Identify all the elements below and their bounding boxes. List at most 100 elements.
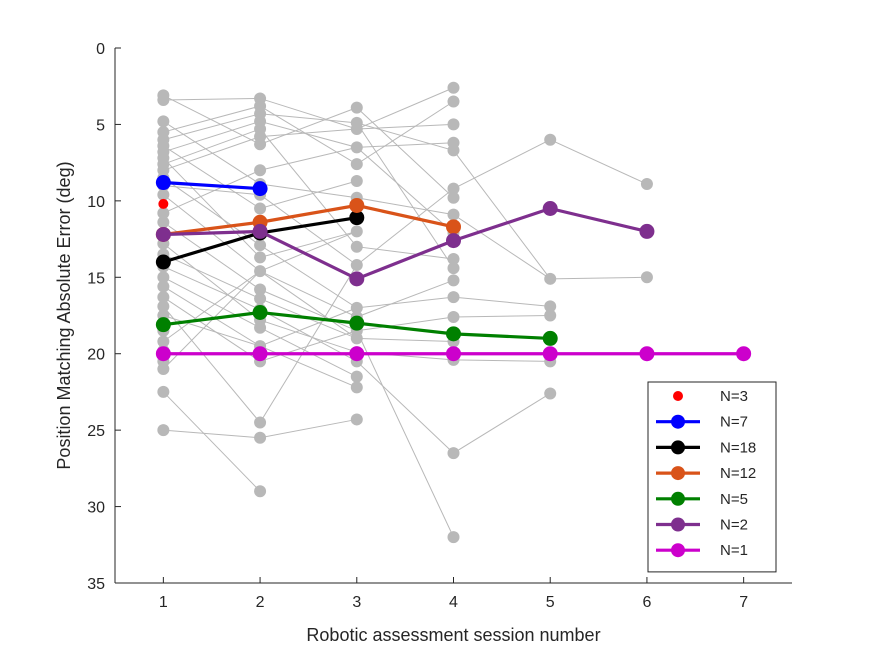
background-point bbox=[157, 207, 170, 220]
legend-swatch-marker bbox=[671, 440, 685, 455]
legend-item: N=2 bbox=[656, 517, 748, 534]
legend-item: N=7 bbox=[656, 414, 748, 431]
background-point bbox=[254, 265, 267, 278]
axes-layer: 1 2 3 4 5 6 7 0 5 10 15 20 25 30 35 Robotic assessmen… bbox=[54, 41, 792, 645]
legend-label: N=2 bbox=[720, 517, 748, 534]
background-point bbox=[544, 309, 557, 322]
background-line bbox=[163, 120, 454, 234]
x-axis-label: Robotic assessment session number bbox=[306, 625, 600, 645]
background-point bbox=[254, 283, 267, 296]
legend-swatch-marker bbox=[671, 414, 685, 429]
background-point bbox=[544, 300, 557, 313]
series-point bbox=[446, 346, 461, 362]
background-point bbox=[447, 182, 460, 195]
x-tick-label: 6 bbox=[642, 594, 651, 611]
background-point bbox=[254, 164, 267, 177]
background-point bbox=[350, 174, 363, 187]
legend-label: N=7 bbox=[720, 414, 748, 431]
background-point bbox=[254, 202, 267, 215]
y-tick-label: 10 bbox=[87, 194, 105, 211]
background-point bbox=[350, 413, 363, 426]
series-line bbox=[163, 203, 454, 237]
legend-label: N=18 bbox=[720, 439, 756, 456]
background-point bbox=[157, 385, 170, 398]
background-point bbox=[350, 301, 363, 314]
legend-label: N=12 bbox=[720, 465, 756, 482]
legend-item: N=3 bbox=[673, 388, 748, 405]
background-point bbox=[350, 381, 363, 394]
background-point bbox=[254, 431, 267, 444]
x-tick-label: 1 bbox=[159, 594, 168, 611]
series-point bbox=[349, 197, 365, 213]
background-line bbox=[163, 94, 454, 199]
series-point bbox=[446, 219, 461, 235]
series-n-5 bbox=[155, 304, 558, 346]
series-point bbox=[349, 271, 365, 287]
x-tick-label: 5 bbox=[546, 594, 555, 611]
legend-label: N=1 bbox=[720, 542, 748, 559]
series-point bbox=[155, 317, 171, 333]
background-point bbox=[157, 216, 170, 229]
legend-swatch-marker bbox=[671, 491, 685, 506]
legend-item: N=18 bbox=[656, 439, 756, 456]
x-tick-label: 3 bbox=[352, 594, 361, 611]
background-point bbox=[447, 191, 460, 204]
background-point bbox=[350, 123, 363, 136]
background-point bbox=[157, 115, 170, 128]
background-line bbox=[163, 128, 454, 260]
background-point bbox=[157, 424, 170, 437]
legend-swatch-marker bbox=[671, 517, 685, 532]
background-point bbox=[447, 95, 460, 108]
background-point bbox=[254, 292, 267, 305]
series-point bbox=[446, 233, 461, 249]
background-point bbox=[544, 272, 557, 285]
background-point bbox=[447, 144, 460, 157]
background-point bbox=[254, 416, 267, 429]
series-point bbox=[349, 346, 365, 362]
x-tick-label: 2 bbox=[256, 594, 265, 611]
background-point bbox=[447, 208, 460, 221]
series-point bbox=[542, 201, 558, 216]
series-n-3 bbox=[158, 198, 169, 209]
background-line bbox=[163, 101, 454, 165]
background-point bbox=[157, 291, 170, 304]
background-line bbox=[163, 139, 648, 266]
background-point bbox=[157, 271, 170, 284]
series-point bbox=[252, 346, 268, 362]
background-point bbox=[157, 280, 170, 293]
series-point bbox=[639, 346, 655, 362]
y-tick-label: 0 bbox=[96, 41, 105, 58]
background-point bbox=[350, 240, 363, 253]
background-point bbox=[350, 259, 363, 272]
background-point bbox=[157, 93, 170, 106]
legend-item: N=5 bbox=[656, 491, 748, 508]
y-axis-label: Position Matching Absolute Error (deg) bbox=[54, 161, 74, 469]
series-point bbox=[155, 175, 171, 191]
background-point bbox=[350, 370, 363, 383]
series-point bbox=[542, 330, 558, 346]
background-point bbox=[350, 225, 363, 238]
series-point bbox=[155, 254, 171, 270]
y-tick-label: 20 bbox=[87, 347, 105, 364]
series-n-1 bbox=[155, 346, 752, 362]
x-tick-label: 4 bbox=[449, 594, 458, 611]
background-point bbox=[640, 271, 653, 284]
series-point bbox=[252, 181, 268, 197]
series-layer bbox=[155, 175, 752, 362]
background-lines-layer bbox=[162, 87, 648, 538]
series-point bbox=[542, 346, 558, 362]
legend-box bbox=[647, 381, 777, 573]
background-line bbox=[163, 123, 454, 171]
background-point bbox=[447, 291, 460, 304]
series-n-2 bbox=[155, 201, 655, 287]
background-point bbox=[447, 262, 460, 275]
series-line bbox=[163, 180, 261, 191]
background-line bbox=[162, 391, 261, 492]
series-point bbox=[158, 198, 169, 209]
legend-swatch-marker bbox=[671, 543, 685, 558]
series-n-7 bbox=[155, 175, 268, 197]
y-tick-label: 5 bbox=[96, 117, 105, 134]
background-line bbox=[356, 122, 454, 269]
